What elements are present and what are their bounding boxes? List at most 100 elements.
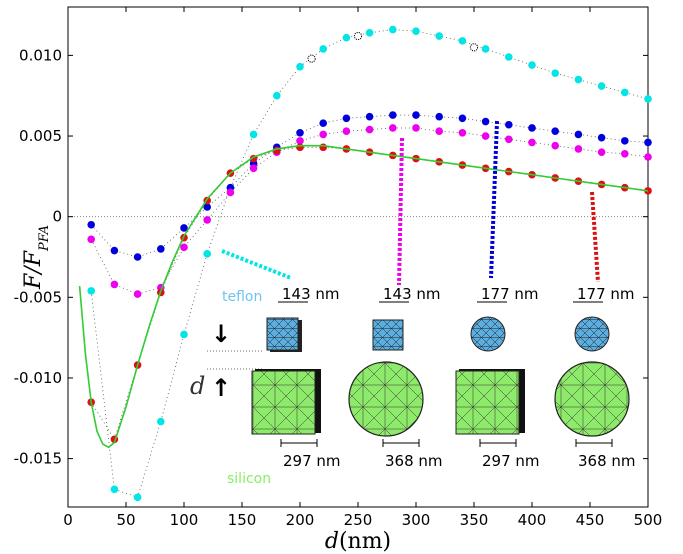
silicon-size-label: 297 nm (482, 452, 540, 470)
leader-red (590, 191, 600, 283)
data-point (180, 243, 188, 252)
data-point (319, 130, 328, 139)
y-tick-label: 0.005 (19, 127, 62, 145)
data-point (133, 493, 142, 502)
silicon-sphere-2 (554, 361, 630, 437)
data-point (481, 117, 490, 126)
open-marker (353, 31, 363, 41)
leader-magenta (397, 137, 404, 286)
data-point (597, 133, 606, 142)
y-axis-title-sub: PFA (37, 225, 52, 252)
data-point (621, 149, 629, 158)
data-point (621, 137, 629, 145)
teflon-size-label: 143 nm (282, 285, 340, 303)
y-tick-label: 0.010 (19, 46, 62, 64)
y-tick-label: 0 (52, 208, 62, 226)
data-point (157, 417, 165, 426)
teflon-size-label: 143 nm (383, 285, 441, 303)
y-tick-label: -0.010 (14, 369, 62, 387)
data-point (481, 45, 490, 53)
teflon-sphere-2 (574, 316, 610, 352)
data-point (296, 62, 304, 71)
data-point (87, 220, 95, 229)
x-tick-label: 350 (460, 511, 489, 529)
data-point (528, 61, 536, 69)
data-point (87, 287, 95, 295)
teflon-cube (266, 317, 299, 351)
data-point (644, 95, 652, 103)
silicon-size-label: 368 nm (385, 452, 443, 470)
data-point (180, 330, 188, 339)
x-tick-label: 0 (63, 511, 73, 529)
data-point (296, 129, 304, 137)
data-point (203, 249, 211, 258)
data-point (110, 485, 119, 494)
y-tick-label: -0.005 (14, 288, 62, 306)
data-point (505, 53, 513, 61)
data-point (505, 120, 513, 129)
data-point (203, 203, 211, 211)
data-point (273, 91, 281, 100)
series-dotted-line (90, 114, 649, 258)
arrow-up-icon: ↑ (211, 374, 231, 402)
data-point (481, 132, 490, 140)
data-point (365, 125, 374, 134)
data-point (110, 246, 119, 255)
data-point (319, 143, 328, 152)
silicon-cube (251, 370, 316, 435)
data-point (458, 129, 467, 137)
data-point (180, 224, 188, 232)
data-point (621, 88, 629, 97)
series-2 (87, 124, 652, 298)
silicon-cube-2 (455, 370, 520, 435)
data-point (342, 33, 351, 42)
data-point (110, 280, 119, 289)
x-tick-label: 400 (518, 511, 547, 529)
data-point (226, 188, 235, 197)
data-point (551, 127, 559, 135)
x-tick-label: 300 (402, 511, 431, 529)
data-point (574, 75, 583, 84)
x-tick-label: 200 (286, 511, 315, 529)
y-axis-title-group: F/FPFA (21, 225, 52, 290)
series-4 (78, 144, 649, 449)
arrow-down-icon: ↓ (211, 320, 231, 348)
silicon-sphere (348, 361, 424, 437)
data-point (365, 112, 374, 121)
data-point (249, 164, 258, 173)
series-1 (87, 111, 652, 261)
y-axis-title: F/FPFA (21, 225, 52, 290)
x-axis-title-unit: (nm) (339, 529, 391, 554)
data-point (342, 114, 351, 123)
open-marker (307, 54, 316, 63)
leader-cyan (221, 249, 292, 280)
x-tick-label: 500 (634, 511, 663, 529)
data-point (528, 124, 536, 132)
y-axis-title-main: F/F (21, 250, 46, 290)
x-axis-title-var: d (325, 529, 339, 554)
data-point (597, 148, 606, 156)
series-layer (78, 25, 652, 502)
data-point (551, 69, 559, 77)
data-point (412, 124, 420, 132)
silicon-size-label: 368 nm (578, 452, 636, 470)
data-point (528, 138, 536, 147)
teflon-size-label: 177 nm (481, 285, 539, 303)
open-marker (469, 43, 479, 52)
data-point (644, 153, 652, 161)
data-point (574, 145, 583, 153)
data-point (412, 27, 420, 35)
data-point (574, 130, 583, 139)
data-point (296, 143, 304, 152)
data-point (87, 235, 95, 244)
data-point (412, 111, 420, 119)
teflon-size-label: 177 nm (577, 285, 635, 303)
data-point (435, 32, 444, 40)
data-point (342, 127, 351, 135)
data-point (389, 124, 397, 132)
data-point (458, 37, 467, 45)
d-symbol: d (190, 372, 205, 400)
y-tick-label: -0.015 (14, 450, 62, 468)
plot-border (67, 6, 649, 508)
